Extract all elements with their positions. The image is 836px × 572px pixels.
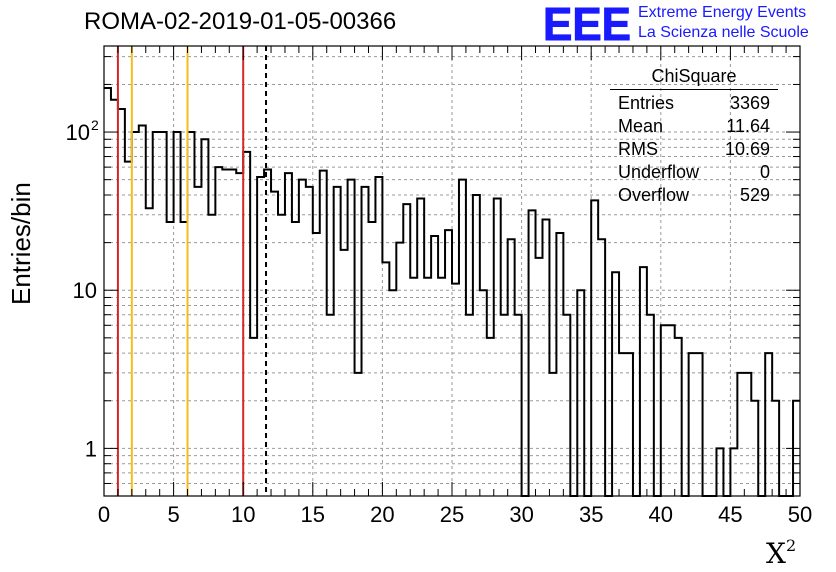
y-tick-label: 10 (73, 278, 97, 303)
stats-label: RMS (618, 139, 658, 159)
tick-marks (103, 46, 801, 497)
x-tick-label: 40 (649, 502, 673, 527)
x-axis-label-superscript: 2 (785, 536, 797, 555)
logo-line-2: La Scienza nelle Scuole (638, 24, 809, 41)
y-tick-label-exponent: 2 (91, 117, 99, 133)
reference-lines (116, 46, 268, 496)
y-tick-label: 1 (85, 436, 97, 461)
stats-label: Mean (618, 116, 664, 136)
histogram-series (104, 86, 800, 497)
x-tick-label: 45 (718, 502, 742, 527)
stats-value: 10.69 (724, 139, 770, 159)
x-tick-label: 30 (509, 502, 533, 527)
x-tick-label: 10 (231, 502, 255, 527)
x-tick-label: 35 (579, 502, 603, 527)
x-tick-label: 20 (370, 502, 394, 527)
x-axis-label-text: X (766, 537, 786, 570)
stats-value: 3369 (729, 93, 770, 113)
logo-mark: EEE (543, 2, 631, 44)
x-tick-label: 25 (440, 502, 464, 527)
x-tick-label: 50 (788, 502, 812, 527)
x-axis-label: X2 (766, 536, 796, 570)
stats-label: Underflow (618, 162, 700, 182)
histogram-outline (104, 86, 800, 497)
stats-row-entries: Entries 3369 (610, 92, 778, 115)
y-axis-label: Entries/bin (6, 182, 36, 305)
y-tick-label: 10 (66, 120, 90, 145)
chart-title: ROMA-02-2019-01-05-00366 (84, 8, 397, 35)
stats-value: 0 (759, 162, 770, 182)
stats-box: ChiSquare Entries 3369 Mean 11.64 RMS 10… (610, 66, 778, 207)
stats-value: 529 (739, 185, 770, 205)
stats-title: ChiSquare (610, 66, 778, 90)
stats-label: Overflow (618, 185, 690, 205)
x-tick-label: 5 (167, 502, 179, 527)
logo-line-1: Extreme Energy Events (638, 4, 807, 21)
stats-row-rms: RMS 10.69 (610, 138, 778, 161)
x-tick-label: 0 (98, 502, 110, 527)
eee-logo: EEE (543, 2, 632, 44)
stats-row-overflow: Overflow 529 (610, 184, 778, 207)
stats-row-underflow: Underflow 0 (610, 161, 778, 184)
stats-value: 11.64 (726, 116, 770, 136)
stats-label: Entries (618, 93, 675, 113)
x-tick-label: 15 (301, 502, 325, 527)
stats-row-mean: Mean 11.64 (610, 115, 778, 138)
